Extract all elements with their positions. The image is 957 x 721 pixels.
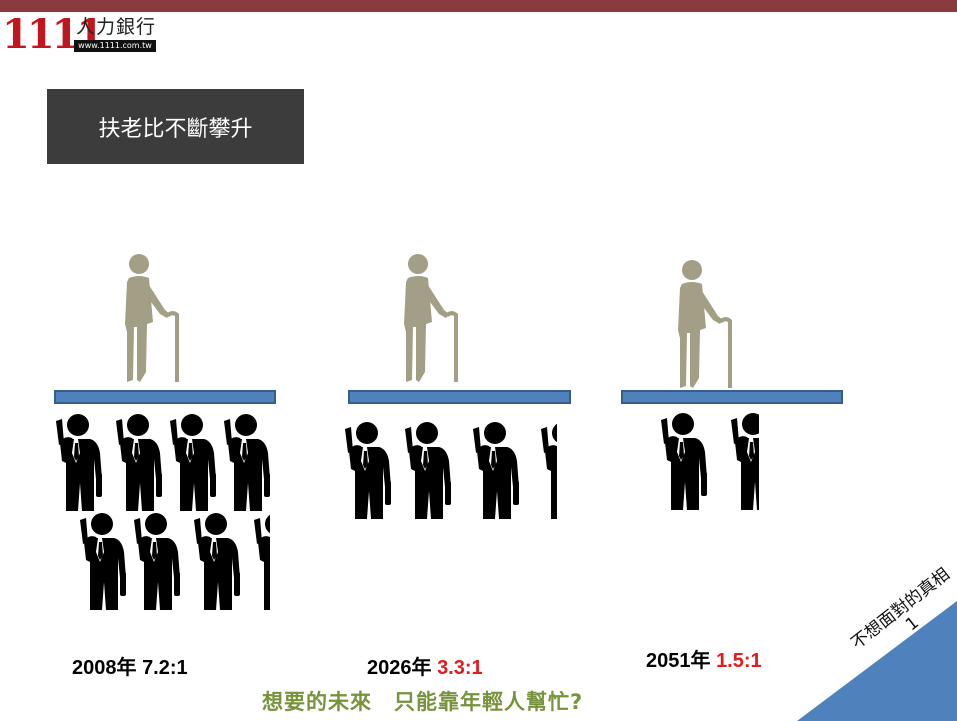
- worker-icon: [112, 413, 168, 511]
- tagline: 想要的未來 只能靠年輕人幫忙?: [262, 690, 584, 714]
- logo-name: 人力銀行: [76, 16, 157, 38]
- worker-icon: [341, 421, 397, 519]
- worker-icon: [52, 413, 108, 511]
- worker-icon: [401, 421, 457, 519]
- worker-icon: [469, 421, 525, 519]
- top-accent-bar: [0, 0, 957, 12]
- corner-banner: [797, 601, 957, 721]
- worker-icon: [220, 413, 276, 511]
- slide-title: 扶老比不斷攀升: [47, 89, 304, 164]
- elderly-person-icon: [666, 258, 746, 388]
- worker-icon: [130, 512, 186, 610]
- logo-url: www.1111.com.tw: [74, 40, 156, 52]
- caption-2026: 2026年 3.3:1: [367, 651, 483, 680]
- support-platform: [54, 390, 276, 404]
- worker-icon-partial: [250, 512, 270, 610]
- worker-icon-partial: [727, 412, 759, 510]
- worker-icon: [190, 512, 246, 610]
- caption-2008: 2008年 7.2:1: [72, 651, 188, 680]
- support-platform: [348, 390, 571, 404]
- caption-ratio: 1.5:1: [716, 650, 762, 672]
- caption-year: 2008年: [72, 657, 137, 679]
- caption-ratio: 3.3:1: [437, 657, 483, 679]
- worker-icon: [166, 413, 222, 511]
- worker-icon: [76, 512, 132, 610]
- company-logo: 1111 人力銀行 www.1111.com.tw: [0, 14, 160, 58]
- caption-year: 2051年: [646, 650, 711, 672]
- worker-icon-partial: [537, 421, 557, 519]
- caption-ratio: 7.2:1: [142, 657, 188, 679]
- elderly-person-icon: [392, 252, 472, 382]
- worker-icon: [657, 412, 713, 510]
- caption-2051: 2051年 1.5:1: [646, 644, 762, 673]
- elderly-person-icon: [113, 252, 193, 382]
- support-platform: [621, 390, 843, 404]
- caption-year: 2026年: [367, 657, 432, 679]
